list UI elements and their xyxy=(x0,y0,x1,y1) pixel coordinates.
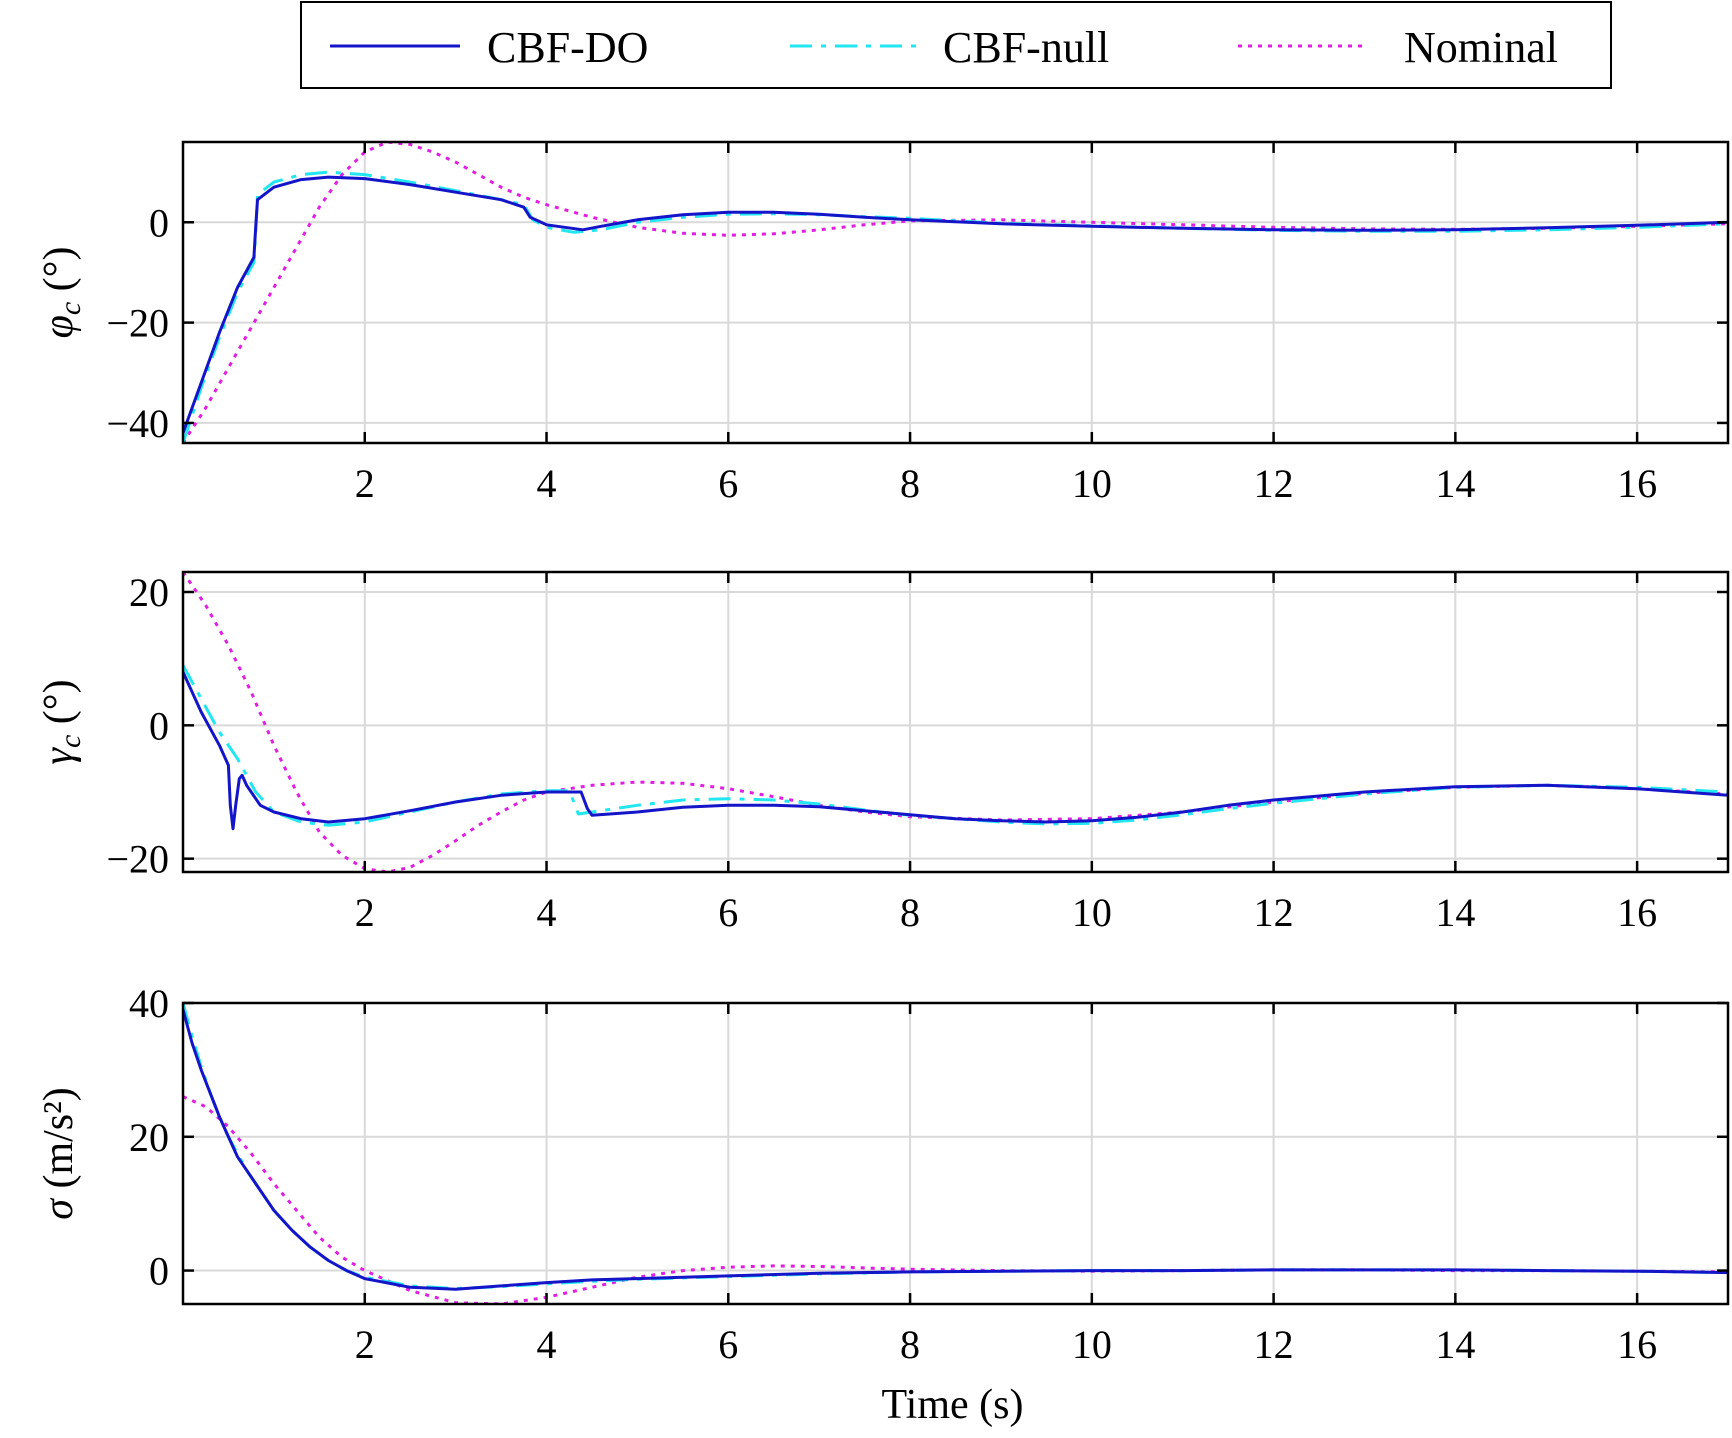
legend-label-cbf-do: CBF-DO xyxy=(487,23,648,72)
y-tick-label: −20 xyxy=(106,301,169,346)
y-tick-label: −20 xyxy=(106,837,169,882)
x-tick-label: 10 xyxy=(1072,461,1112,506)
x-tick-label: 16 xyxy=(1617,461,1657,506)
x-axis-label: Time (s) xyxy=(882,1382,1024,1428)
series-line-nominal xyxy=(183,142,1728,443)
subplot-sigma: 2 4 6 8 10 12 14 16 0 20 40 σ (m/s²) Time (s) xyxy=(36,981,1730,1428)
x-tick-label: 12 xyxy=(1254,1322,1294,1367)
series-line-cbf-do xyxy=(183,1009,1728,1291)
x-tick-label: 14 xyxy=(1435,461,1475,506)
x-tick-label: 14 xyxy=(1435,890,1475,935)
subplot-phi: 2 4 6 8 10 12 14 16 −40 −20 0 φc (°) xyxy=(36,140,1730,506)
series-line-cbf-do xyxy=(183,175,1728,434)
axes-frame xyxy=(181,1001,1730,1306)
x-tick-label: 4 xyxy=(537,890,557,935)
axes-frame xyxy=(181,140,1730,445)
x-tick-label: 8 xyxy=(900,890,920,935)
x-tick-label: 2 xyxy=(355,461,375,506)
subplot-gamma: 2 4 6 8 10 12 14 16 −20 0 20 γc (°) xyxy=(36,570,1730,935)
series-line-nominal xyxy=(183,572,1728,872)
x-tick-label: 4 xyxy=(537,1322,557,1367)
x-tick-label: 6 xyxy=(718,890,738,935)
x-tick-label: 14 xyxy=(1435,1322,1475,1367)
y-tick-label: 0 xyxy=(149,703,169,748)
x-tick-label: 2 xyxy=(355,890,375,935)
x-tick-label: 16 xyxy=(1617,1322,1657,1367)
x-tick-label: 12 xyxy=(1254,461,1294,506)
axes-frame xyxy=(181,570,1730,874)
x-tick-label: 6 xyxy=(718,1322,738,1367)
x-tick-label: 2 xyxy=(355,1322,375,1367)
legend: CBF-DO CBF-null Nominal xyxy=(300,1,1612,89)
x-tick-label: 8 xyxy=(900,1322,920,1367)
y-tick-label: 0 xyxy=(149,200,169,245)
series-line-cbf-do xyxy=(183,671,1728,831)
series-group xyxy=(183,1003,1728,1304)
x-tick-label: 6 xyxy=(718,461,738,506)
x-tick-label: 10 xyxy=(1072,1322,1112,1367)
series-line-cbf-null xyxy=(183,664,1728,827)
x-tick-label: 16 xyxy=(1617,890,1657,935)
series-line-cbf-null xyxy=(183,170,1728,443)
y-axis-label: φc (°) xyxy=(36,247,87,339)
legend-label-cbf-null: CBF-null xyxy=(943,23,1109,72)
x-tick-label: 10 xyxy=(1072,890,1112,935)
y-tick-label: 20 xyxy=(129,570,169,615)
series-group xyxy=(183,572,1728,872)
legend-box xyxy=(300,1,1612,89)
x-tick-label: 12 xyxy=(1254,890,1294,935)
x-tick-label: 8 xyxy=(900,461,920,506)
y-tick-label: 20 xyxy=(129,1115,169,1160)
y-tick-label: 40 xyxy=(129,981,169,1026)
legend-label-nominal: Nominal xyxy=(1404,23,1558,72)
subplots: 2 4 6 8 10 12 14 16 −40 −20 0 φc (°) 2 4 6 8 10 12 14 16 −20… xyxy=(36,140,1730,1428)
x-tick-label: 4 xyxy=(537,461,557,506)
series-group xyxy=(183,142,1728,443)
series-line-cbf-null xyxy=(183,1003,1728,1291)
y-tick-label: −40 xyxy=(106,401,169,446)
y-axis-label: σ (m/s²) xyxy=(36,1087,82,1219)
y-axis-label: γc (°) xyxy=(36,679,87,764)
y-tick-label: 0 xyxy=(149,1249,169,1294)
